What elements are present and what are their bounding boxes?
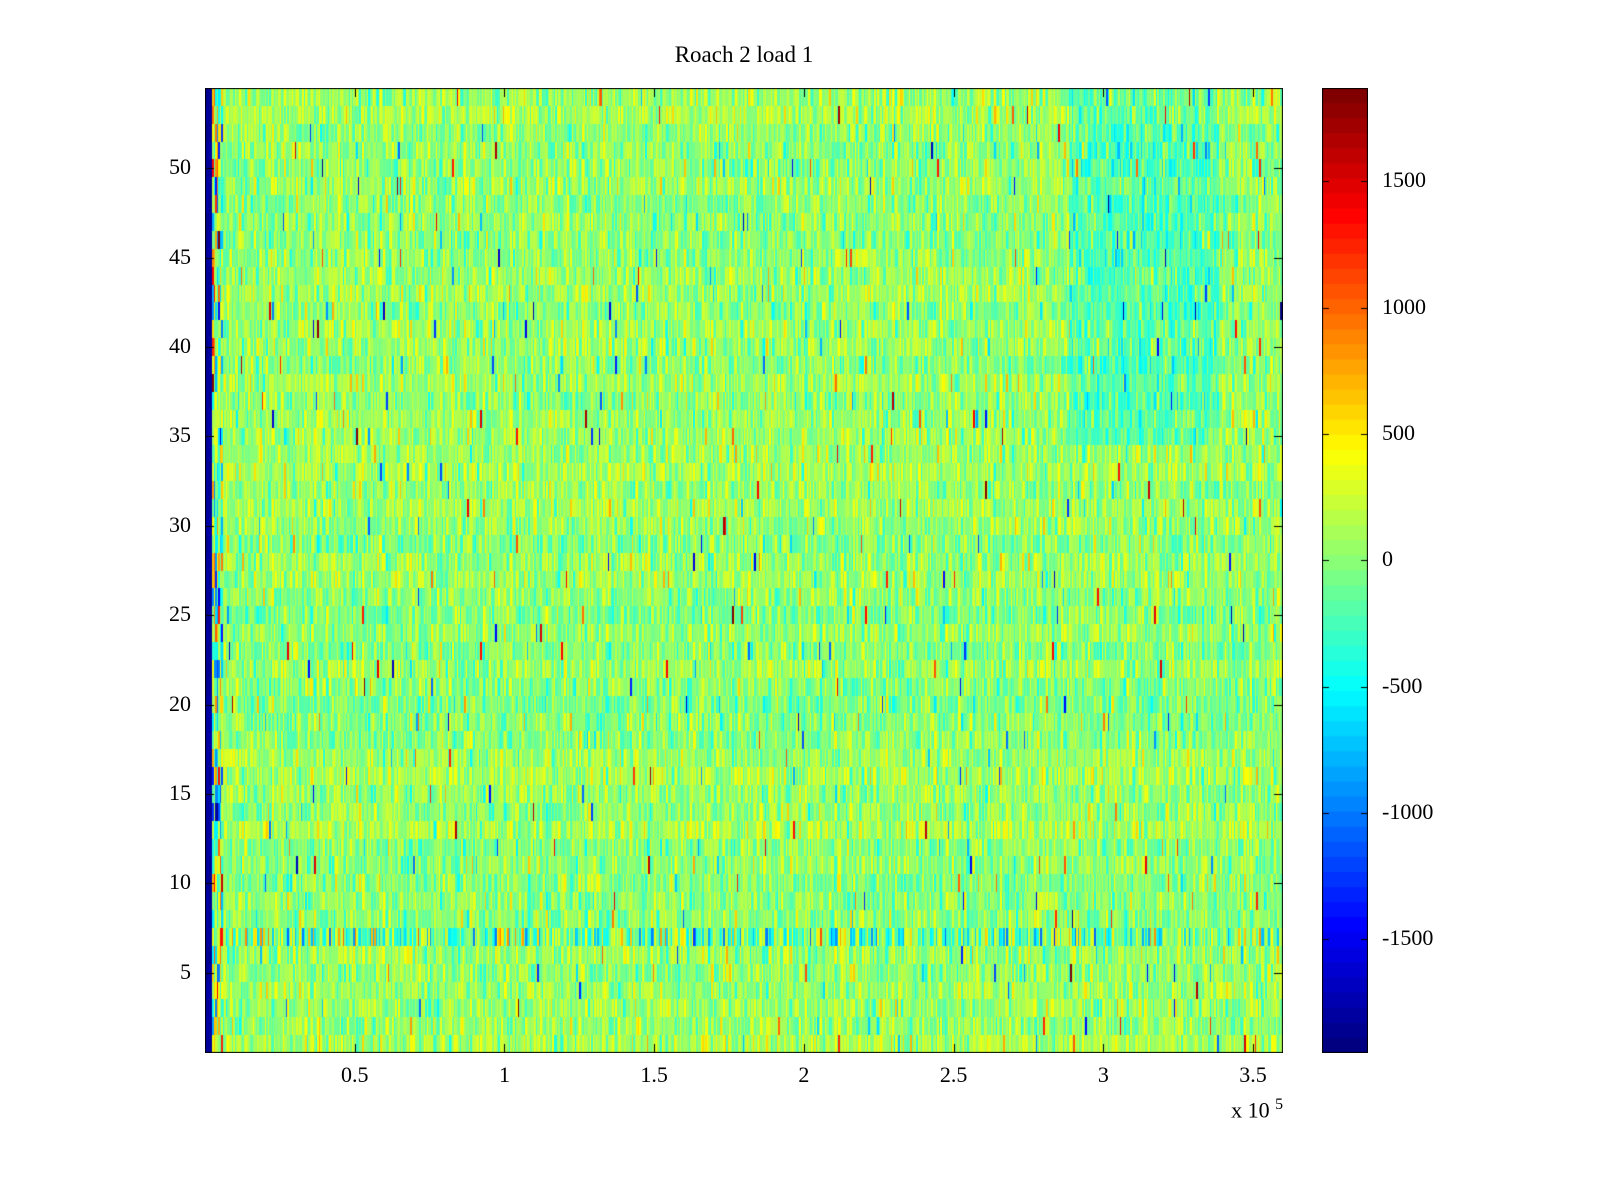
x-tick-label: 3: [1097, 1062, 1109, 1087]
y-tick-label: 45: [169, 243, 191, 269]
y-tick-label: 40: [169, 333, 191, 359]
chart-title: Roach 2 load 1: [674, 42, 814, 67]
y-tick-label: 5: [180, 958, 191, 984]
y-tick-label: 15: [169, 779, 191, 805]
colorbar-tick-label: 500: [1382, 420, 1415, 446]
x-tick-label: 0.5: [340, 1062, 369, 1087]
x-tick-label: 2: [798, 1062, 810, 1087]
y-tick-label: 10: [169, 869, 191, 895]
colorbar-tick-label: -1500: [1382, 925, 1434, 951]
x-tick-label: 1.5: [640, 1062, 668, 1087]
y-tick-label: 25: [169, 601, 191, 627]
x-tick-label: 2.5: [939, 1062, 968, 1087]
heatmap-canvas: [205, 88, 1283, 1053]
colorbar-tick-label: 1000: [1382, 293, 1426, 319]
x-tick-label: 3.5: [1239, 1062, 1267, 1087]
colorbar-tick-label: 0: [1382, 546, 1393, 572]
y-tick-label: 30: [169, 511, 191, 537]
colorbar-tick-label: 1500: [1382, 167, 1426, 193]
y-tick-label: 35: [169, 422, 191, 448]
colorbar-tick-label: -1000: [1382, 799, 1434, 824]
colorbar-tick-label: -500: [1382, 672, 1423, 698]
y-tick-label: 50: [169, 154, 191, 180]
x-tick-label: 1: [498, 1062, 510, 1087]
x-axis-exponent-label: x 10 5: [1168, 1096, 1283, 1123]
colorbar-canvas: [1322, 88, 1368, 1053]
x-axis-exponent-base: x 10: [1231, 1097, 1270, 1123]
y-tick-label: 20: [169, 690, 191, 716]
x-axis-exponent-power: 5: [1275, 1096, 1283, 1113]
